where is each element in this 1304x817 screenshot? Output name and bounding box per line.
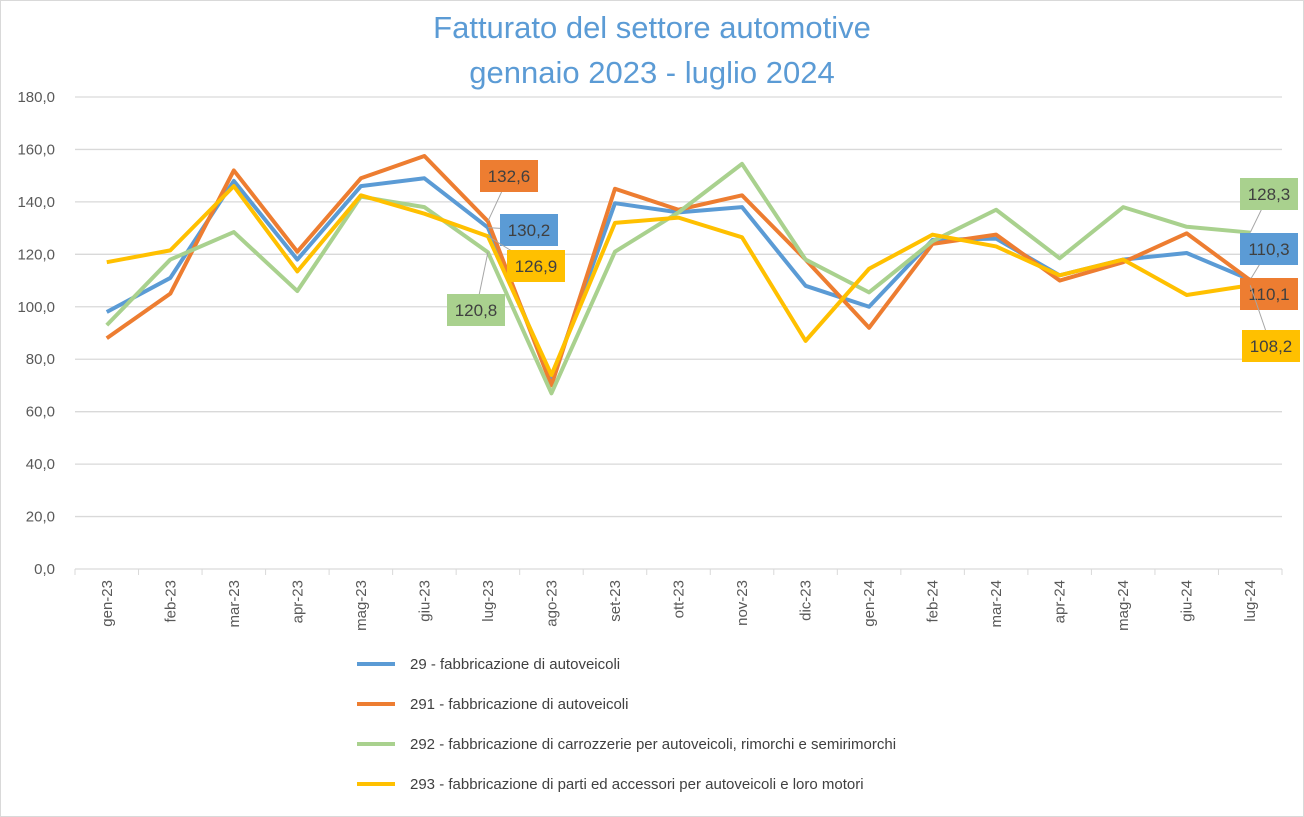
data-label-box <box>500 214 558 246</box>
y-tick-label: 0,0 <box>34 561 55 578</box>
x-tick-label: feb-23 <box>162 580 179 623</box>
legend-item: 29 - fabbricazione di autoveicoli <box>357 654 620 674</box>
data-label: 120,8 <box>455 301 498 320</box>
data-label: 126,9 <box>515 257 558 276</box>
legend-label: 291 - fabbricazione di autoveicoli <box>410 695 629 713</box>
x-tick-label: set-23 <box>607 580 624 622</box>
x-tick-label: apr-23 <box>289 580 306 623</box>
data-label: 110,3 <box>1248 240 1289 259</box>
y-tick-label: 20,0 <box>26 509 55 526</box>
legend-item: 293 - fabbricazione di parti ed accessor… <box>357 774 864 794</box>
legend-item: 292 - fabbricazione di carrozzerie per a… <box>357 734 896 754</box>
x-tick-label: mar-24 <box>988 580 1005 628</box>
x-tick-label: mar-23 <box>226 580 243 628</box>
legend-swatch <box>357 702 395 706</box>
y-tick-label: 100,0 <box>17 299 55 316</box>
legend-swatch <box>357 782 395 786</box>
data-label-box <box>507 250 565 282</box>
y-tick-label: 180,0 <box>17 89 55 106</box>
y-tick-label: 160,0 <box>17 141 55 158</box>
data-label-box <box>480 160 538 192</box>
data-label: 130,2 <box>508 221 551 240</box>
x-tick-label: mag-24 <box>1115 580 1132 631</box>
legend-label: 293 - fabbricazione di parti ed accessor… <box>410 775 864 793</box>
x-tick-label: gen-23 <box>99 580 116 627</box>
legend-swatch <box>357 662 395 666</box>
legend-label: 292 - fabbricazione di carrozzerie per a… <box>410 735 897 753</box>
data-label: 110,1 <box>1248 285 1289 304</box>
y-tick-label: 120,0 <box>17 246 55 263</box>
data-label: 108,2 <box>1250 337 1293 356</box>
x-tick-label: gen-24 <box>861 580 878 627</box>
data-label-box <box>1242 330 1300 362</box>
x-tick-label: mag-23 <box>353 580 370 631</box>
x-tick-label: lug-23 <box>480 580 497 622</box>
legend-label: 29 - fabbricazione di autoveicoli <box>410 655 621 673</box>
x-tick-label: giu-23 <box>416 580 433 622</box>
x-tick-label: dic-23 <box>798 580 815 621</box>
data-label: 132,6 <box>488 167 531 186</box>
chart-title-line2: gennaio 2023 - luglio 2024 <box>469 55 835 90</box>
data-label-box <box>1240 178 1298 210</box>
x-tick-label: apr-24 <box>1052 580 1069 623</box>
legend-item: 291 - fabbricazione di autoveicoli <box>357 694 628 714</box>
chart-title-line1: Fatturato del settore automotive <box>433 10 871 45</box>
y-tick-label: 60,0 <box>26 404 55 421</box>
x-tick-label: nov-23 <box>734 580 751 626</box>
data-label-box <box>1240 278 1298 310</box>
x-tick-label: giu-24 <box>1179 580 1196 622</box>
data-label-box <box>447 294 505 326</box>
legend-swatch <box>357 742 395 746</box>
y-tick-label: 40,0 <box>26 456 55 473</box>
x-tick-label: feb-24 <box>925 580 942 623</box>
x-tick-label: ott-23 <box>671 580 688 618</box>
y-tick-label: 80,0 <box>26 351 55 368</box>
data-label-box <box>1240 233 1298 265</box>
x-tick-label: lug-24 <box>1242 580 1259 622</box>
data-label: 128,3 <box>1248 185 1291 204</box>
x-tick-label: ago-23 <box>543 580 560 627</box>
y-tick-label: 140,0 <box>17 194 55 211</box>
